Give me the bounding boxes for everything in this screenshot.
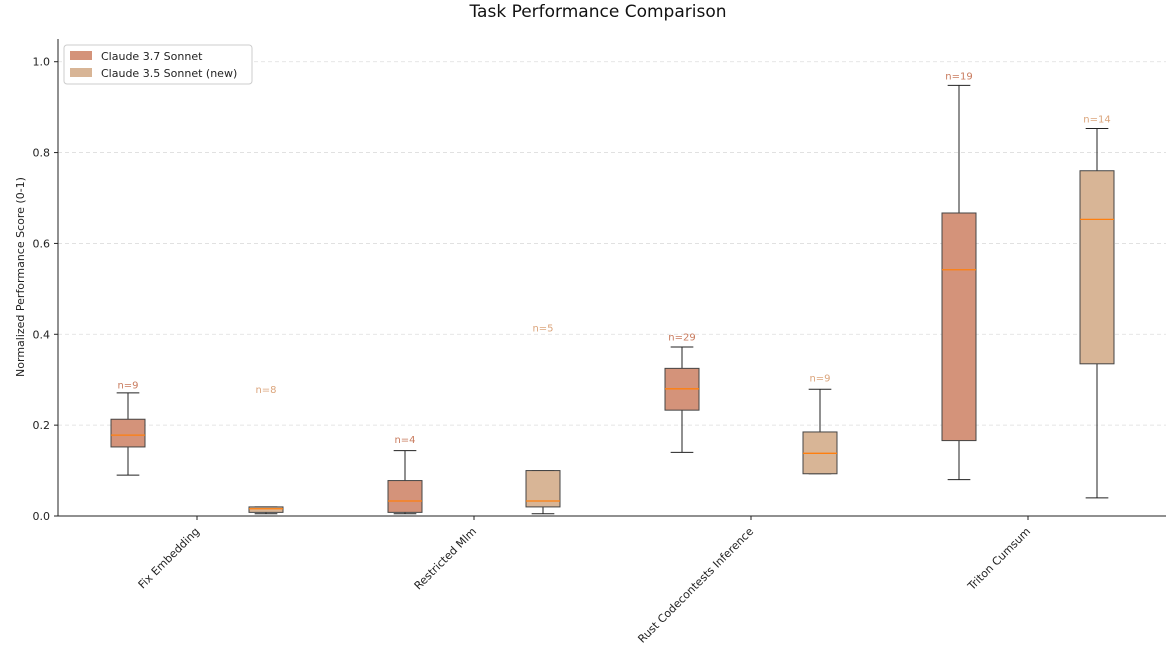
- n-label-1-2: n=9: [809, 373, 830, 384]
- legend-label-0: Claude 3.7 Sonnet: [101, 50, 203, 63]
- gridlines: [58, 61, 1166, 426]
- y-tick-label-3: 0.6: [33, 237, 51, 250]
- box-1-0: [248, 506, 284, 515]
- x-tick-label-1: Restricted Mlm: [412, 525, 479, 592]
- legend-frame: [63, 44, 253, 85]
- x-tick-label-3: Triton Cumsum: [965, 525, 1034, 594]
- y-tick-label-0: 0.0: [33, 510, 51, 523]
- y-tick-label-1: 0.2: [33, 419, 51, 432]
- n-label-0-3: n=19: [945, 71, 972, 82]
- legend-swatch-0: [70, 51, 92, 60]
- legend-label-1: Claude 3.5 Sonnet (new): [101, 67, 237, 80]
- y-axis-label: Normalized Performance Score (0-1): [14, 177, 27, 377]
- x-tick-label-2: Rust Codecontests Inference: [635, 525, 756, 646]
- box-1-1: [525, 470, 561, 515]
- box-0-2: [664, 346, 700, 453]
- box-iqr: [1079, 170, 1115, 365]
- box-0-0: [110, 392, 146, 476]
- x-tick-label-0: Fix Embedding: [136, 525, 202, 591]
- box-series: [110, 84, 1115, 515]
- box-iqr: [248, 506, 284, 513]
- box-iqr: [941, 212, 977, 442]
- box-iqr: [110, 418, 146, 448]
- legend: Claude 3.7 Sonnet Claude 3.5 Sonnet (new): [63, 44, 253, 85]
- axes: 0.0 0.2 0.4 0.6 0.8 1.0 Fix Embedding Restricte…: [33, 39, 1166, 646]
- box-iqr: [387, 480, 423, 513]
- n-label-0-1: n=4: [394, 435, 415, 446]
- box-1-3: [1079, 127, 1115, 499]
- n-label-1-1: n=5: [532, 323, 553, 334]
- box-0-1: [387, 450, 423, 515]
- y-tick-label-4: 0.8: [33, 147, 51, 160]
- chart-title: Task Performance Comparison: [468, 2, 726, 22]
- y-tick-label-2: 0.4: [33, 328, 51, 341]
- y-tick-label-5: 1.0: [33, 56, 51, 69]
- n-label-0-2: n=29: [668, 333, 695, 344]
- box-0-3: [941, 84, 977, 481]
- n-label-1-0: n=8: [255, 385, 276, 396]
- box-1-2: [802, 388, 838, 475]
- n-label-0-0: n=9: [117, 380, 138, 391]
- legend-swatch-1: [70, 68, 92, 77]
- n-label-1-3: n=14: [1083, 115, 1110, 126]
- n-labels: n=9 n=4 n=29 n=19 n=8 n=5 n=9 n=14: [117, 71, 1110, 445]
